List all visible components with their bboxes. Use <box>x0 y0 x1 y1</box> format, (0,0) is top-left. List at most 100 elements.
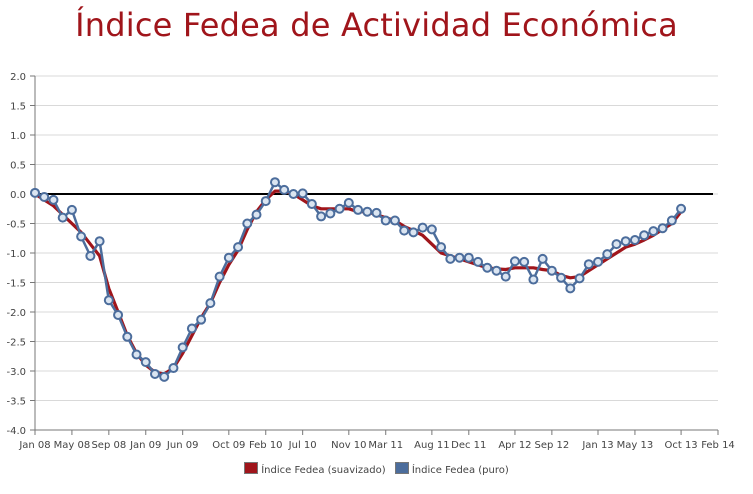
x-tick-label: Jun 09 <box>166 440 199 451</box>
data-point-raw <box>297 188 308 199</box>
grid-lines <box>35 75 718 431</box>
data-point-raw <box>519 256 530 267</box>
data-point-raw <box>48 194 59 205</box>
data-point-raw <box>159 371 170 382</box>
legend-item-smoothed[interactable]: Índice Fedea (suavizado) <box>244 462 386 476</box>
data-point-raw <box>362 206 373 217</box>
data-point-raw <box>233 242 244 253</box>
data-point-raw <box>537 253 548 264</box>
data-point-raw <box>491 265 502 276</box>
data-point-raw <box>500 271 511 282</box>
data-point-raw <box>288 189 299 199</box>
data-point-raw <box>426 224 437 235</box>
y-tick-label: -3.5 <box>6 397 26 408</box>
x-tick-label: Sep 08 <box>91 440 126 451</box>
data-point-raw <box>196 314 207 325</box>
x-tick-label: Feb 10 <box>249 440 283 451</box>
data-point-raw <box>380 215 391 226</box>
data-point-raw <box>279 184 290 195</box>
x-tick-label: Jan 08 <box>18 440 50 451</box>
legend-item-raw[interactable]: Índice Fedea (puro) <box>394 462 509 476</box>
y-tick-label: -1.0 <box>6 249 26 260</box>
y-tick-label: -0.5 <box>6 220 26 231</box>
data-point-raw <box>648 226 659 237</box>
data-point-raw <box>76 231 87 242</box>
data-point-raw <box>565 283 576 294</box>
x-tick-label: Jan 13 <box>581 440 613 451</box>
data-point-raw <box>39 191 50 202</box>
data-point-raw <box>103 295 114 306</box>
data-point-raw <box>620 236 631 247</box>
data-point-raw <box>417 222 428 233</box>
data-point-raw <box>269 177 280 188</box>
data-point-raw <box>186 323 197 334</box>
data-point-raw <box>574 273 585 284</box>
data-point-raw <box>676 203 687 214</box>
data-point-raw <box>113 309 124 320</box>
data-point-raw <box>611 239 622 250</box>
y-axis: 2.0 1.5 1.0 0.5 0.0 -0.5 -1.0 -1.5 -2.0 -2.5 -3.0 -… <box>6 72 36 437</box>
x-tick-label: Feb 14 <box>701 440 735 451</box>
data-point-raw <box>343 197 354 208</box>
x-tick-label: Aug 11 <box>414 440 449 451</box>
x-tick-label: May 08 <box>54 440 91 451</box>
data-point-raw <box>546 265 557 276</box>
x-tick-label: May 13 <box>617 440 654 451</box>
data-point-raw <box>445 253 456 264</box>
data-point-raw <box>454 252 465 263</box>
y-tick-label: -3.0 <box>6 367 26 378</box>
data-point-raw <box>306 199 317 210</box>
chart-title: Índice Fedea de Actividad Económica <box>75 6 678 44</box>
data-point-raw <box>463 252 474 263</box>
data-point-raw <box>509 256 520 267</box>
data-point-raw <box>556 272 567 283</box>
data-point-raw <box>408 227 419 238</box>
data-point-raw <box>131 349 142 360</box>
y-tick-label: 2.0 <box>10 72 26 83</box>
data-point-raw <box>140 357 151 368</box>
x-tick-label: Jan 09 <box>129 440 161 451</box>
data-point-raw <box>66 204 77 215</box>
data-point-raw <box>57 212 68 223</box>
data-point-raw <box>260 196 271 207</box>
x-tick-label: Jul 10 <box>288 440 317 451</box>
legend: Índice Fedea (suavizado) Índice Fedea (p… <box>0 462 753 476</box>
data-point-raw <box>666 215 677 226</box>
legend-label-smoothed: Índice Fedea (suavizado) <box>261 465 386 476</box>
data-point-raw <box>325 208 336 219</box>
y-tick-label: -1.5 <box>6 279 26 290</box>
data-point-raw <box>149 368 160 379</box>
data-point-raw <box>593 256 604 267</box>
series-layer <box>30 177 687 382</box>
legend-label-raw: Índice Fedea (puro) <box>411 465 509 476</box>
y-tick-label: -4.0 <box>6 426 26 437</box>
data-point-raw <box>436 242 447 253</box>
y-tick-label: 0.0 <box>10 190 26 201</box>
data-point-raw <box>583 259 594 270</box>
data-point-raw <box>389 215 400 226</box>
x-tick-label: Apr 12 <box>498 440 531 451</box>
data-point-raw <box>85 250 96 261</box>
x-tick-label: Nov 10 <box>331 440 366 451</box>
data-point-raw <box>205 298 216 309</box>
y-tick-label: -2.0 <box>6 308 26 319</box>
data-point-raw <box>242 218 253 229</box>
y-tick-label: 1.0 <box>10 131 26 142</box>
data-point-raw <box>371 207 382 218</box>
data-point-raw <box>223 252 234 263</box>
x-tick-label: Sep 12 <box>534 440 569 451</box>
data-point-raw <box>30 187 40 198</box>
data-point-raw <box>214 271 225 282</box>
data-point-raw <box>657 223 668 234</box>
data-point-raw <box>629 235 640 246</box>
data-point-raw <box>316 211 327 222</box>
data-point-raw <box>482 262 493 273</box>
legend-swatch-raw <box>394 462 409 474</box>
data-point-raw <box>639 230 650 241</box>
data-point-raw <box>473 256 484 267</box>
y-tick-label: 1.5 <box>10 102 26 113</box>
y-tick-label: 0.5 <box>10 161 26 172</box>
y-tick-label: -2.5 <box>6 338 26 349</box>
data-point-raw <box>122 331 133 342</box>
